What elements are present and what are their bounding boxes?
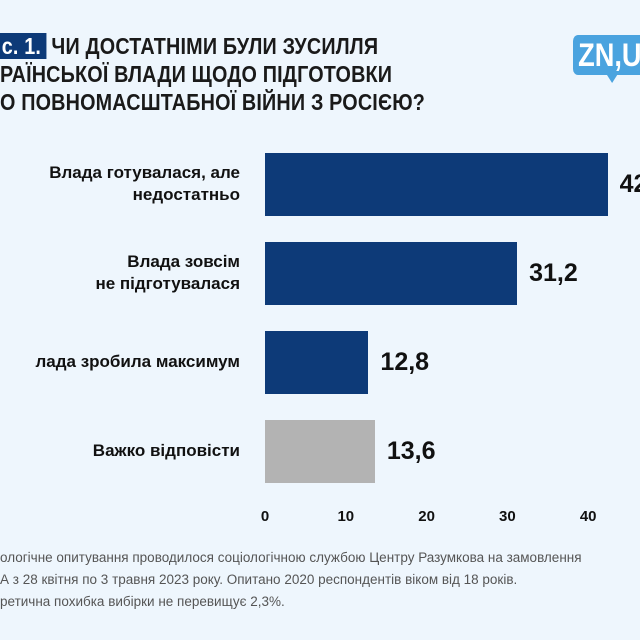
bar: [265, 153, 608, 216]
value-label: 31,2: [529, 259, 578, 287]
x-tick-label: 30: [499, 508, 516, 525]
title-line-3: О ПОВНОМАСШТАБНОЇ ВІЙНИ З РОСІЄЮ?: [0, 89, 426, 115]
bar: [265, 242, 518, 305]
figure-badge: с. 1.: [0, 33, 47, 59]
title-line-1: с. 1. ЧИ ДОСТАТНІМИ БУЛИ ЗУСИЛЛЯ: [0, 33, 379, 59]
bar: [265, 420, 375, 483]
category-label: лада зробила максимум: [35, 352, 240, 371]
bar: [265, 331, 369, 394]
x-tick-label: 10: [337, 508, 355, 525]
zn-ua-logo: ZN,UA: [573, 35, 640, 83]
category-label: Влада зовсім не підготувалася: [95, 252, 240, 293]
category-label: Важко відповісти: [92, 441, 240, 460]
footnote-line-1: ологічне опитування проводилося соціолог…: [0, 550, 582, 565]
x-tick-label: 20: [418, 508, 435, 525]
title-line-2: РАЇНСЬКОЇ ВЛАДИ ЩОДО ПІДГОТОВКИ: [0, 61, 393, 87]
x-tick-label: 0: [260, 508, 270, 525]
category-label: Влада готувалася, але недостатньо: [49, 163, 240, 204]
value-label: 42,4: [619, 170, 640, 198]
footnote-line-2: А з 28 квітня по 3 травня 2023 року. Опи…: [0, 572, 518, 587]
value-label: 12,8: [380, 348, 430, 376]
x-tick-label: 40: [579, 508, 597, 525]
value-label: 13,6: [386, 437, 436, 465]
footnote-line-3: ретична похибка вибірки не перевищує 2,3…: [0, 594, 285, 609]
